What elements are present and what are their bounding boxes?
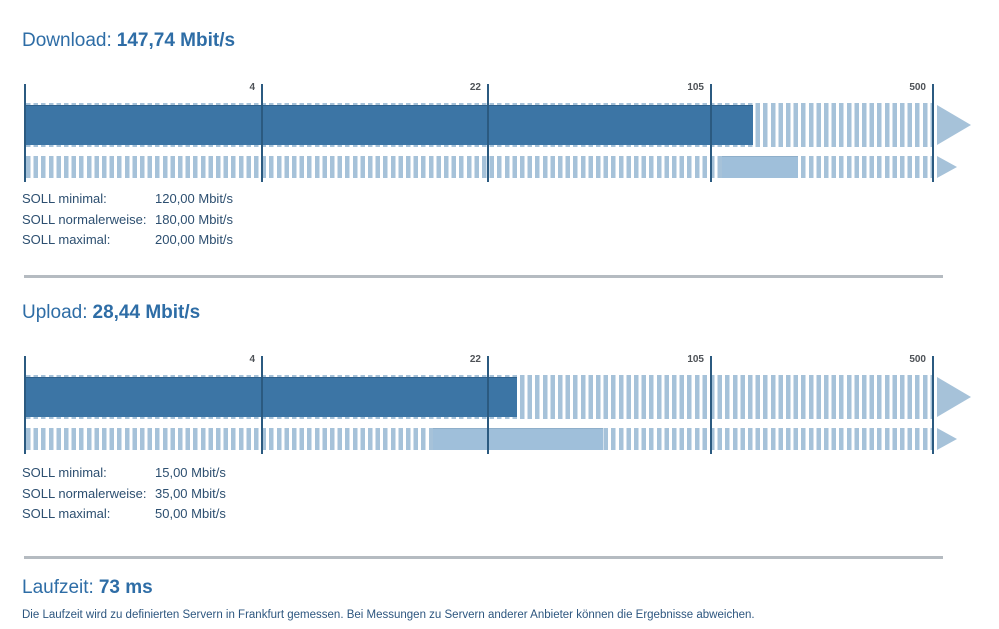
laufzeit-title-value: 73 ms bbox=[98, 577, 153, 598]
soll-maximal-value: 200,00 Mbit/s bbox=[155, 232, 234, 247]
download-tick-500 bbox=[932, 84, 934, 182]
download-tick-105 bbox=[710, 84, 712, 182]
laufzeit-title: Laufzeit: 73 ms bbox=[22, 577, 153, 599]
download-tick-4 bbox=[261, 84, 263, 182]
upload-tick-22 bbox=[487, 356, 489, 454]
download-soll-range-bar bbox=[722, 156, 798, 178]
download-soll-arrow-icon bbox=[937, 156, 957, 178]
soll-maximal-label: SOLL maximal: bbox=[22, 506, 111, 521]
download-measured-bar bbox=[26, 105, 753, 145]
download-tick-label: 105 bbox=[687, 82, 704, 93]
upload-gauge: 4 22 105 500 bbox=[22, 354, 980, 454]
upload-soll-arrow-icon bbox=[937, 428, 957, 450]
upload-tick-label: 4 bbox=[249, 354, 255, 365]
upload-gauge-arrow-icon bbox=[937, 377, 971, 417]
soll-normal-value: 35,00 Mbit/s bbox=[155, 485, 226, 501]
laufzeit-title-label: Laufzeit: bbox=[22, 577, 94, 598]
download-tick-22 bbox=[487, 84, 489, 182]
soll-normal-label: SOLL normalerweise: bbox=[22, 485, 147, 501]
upload-tick-105 bbox=[710, 356, 712, 454]
upload-tick-label: 500 bbox=[909, 354, 926, 365]
soll-minimal-value: 120,00 Mbit/s bbox=[155, 191, 234, 206]
upload-tick-500 bbox=[932, 356, 934, 454]
upload-title-label: Upload: bbox=[22, 302, 88, 323]
upload-tick-label: 105 bbox=[687, 354, 704, 365]
upload-tick-4 bbox=[261, 356, 263, 454]
download-tick-label: 4 bbox=[249, 82, 255, 93]
download-tick-label: 500 bbox=[909, 82, 926, 93]
download-soll-track bbox=[26, 156, 933, 178]
download-title-label: Download: bbox=[22, 30, 112, 51]
upload-soll-range-bar bbox=[433, 428, 603, 450]
upload-measured-bar bbox=[26, 377, 517, 417]
laufzeit-footnote: Die Laufzeit wird zu definierten Servern… bbox=[22, 609, 755, 621]
soll-normal-value: 180,00 Mbit/s bbox=[155, 211, 234, 227]
download-tick-label: 22 bbox=[469, 82, 481, 93]
upload-tick-label: 22 bbox=[469, 354, 481, 365]
download-gauge: 4 22 105 500 bbox=[22, 82, 980, 182]
download-soll-table: SOLL minimal: 120,00 Mbit/s SOLL normale… bbox=[22, 189, 233, 251]
soll-maximal-label: SOLL maximal: bbox=[22, 232, 111, 247]
upload-title: Upload: 28,44 Mbit/s bbox=[22, 302, 200, 324]
section-divider bbox=[24, 275, 943, 278]
download-title-value: 147,74 Mbit/s bbox=[116, 30, 236, 51]
soll-minimal-value: 15,00 Mbit/s bbox=[155, 465, 226, 480]
section-divider bbox=[24, 556, 943, 559]
upload-title-value: 28,44 Mbit/s bbox=[92, 302, 201, 323]
download-axis-start-tick bbox=[24, 84, 26, 182]
soll-minimal-label: SOLL minimal: bbox=[22, 191, 107, 206]
soll-maximal-value: 50,00 Mbit/s bbox=[155, 506, 226, 521]
upload-soll-table: SOLL minimal: 15,00 Mbit/s SOLL normaler… bbox=[22, 463, 226, 525]
download-gauge-arrow-icon bbox=[937, 105, 971, 145]
soll-minimal-label: SOLL minimal: bbox=[22, 465, 107, 480]
download-title: Download: 147,74 Mbit/s bbox=[22, 30, 235, 52]
upload-axis-start-tick bbox=[24, 356, 26, 454]
soll-normal-label: SOLL normalerweise: bbox=[22, 211, 147, 227]
